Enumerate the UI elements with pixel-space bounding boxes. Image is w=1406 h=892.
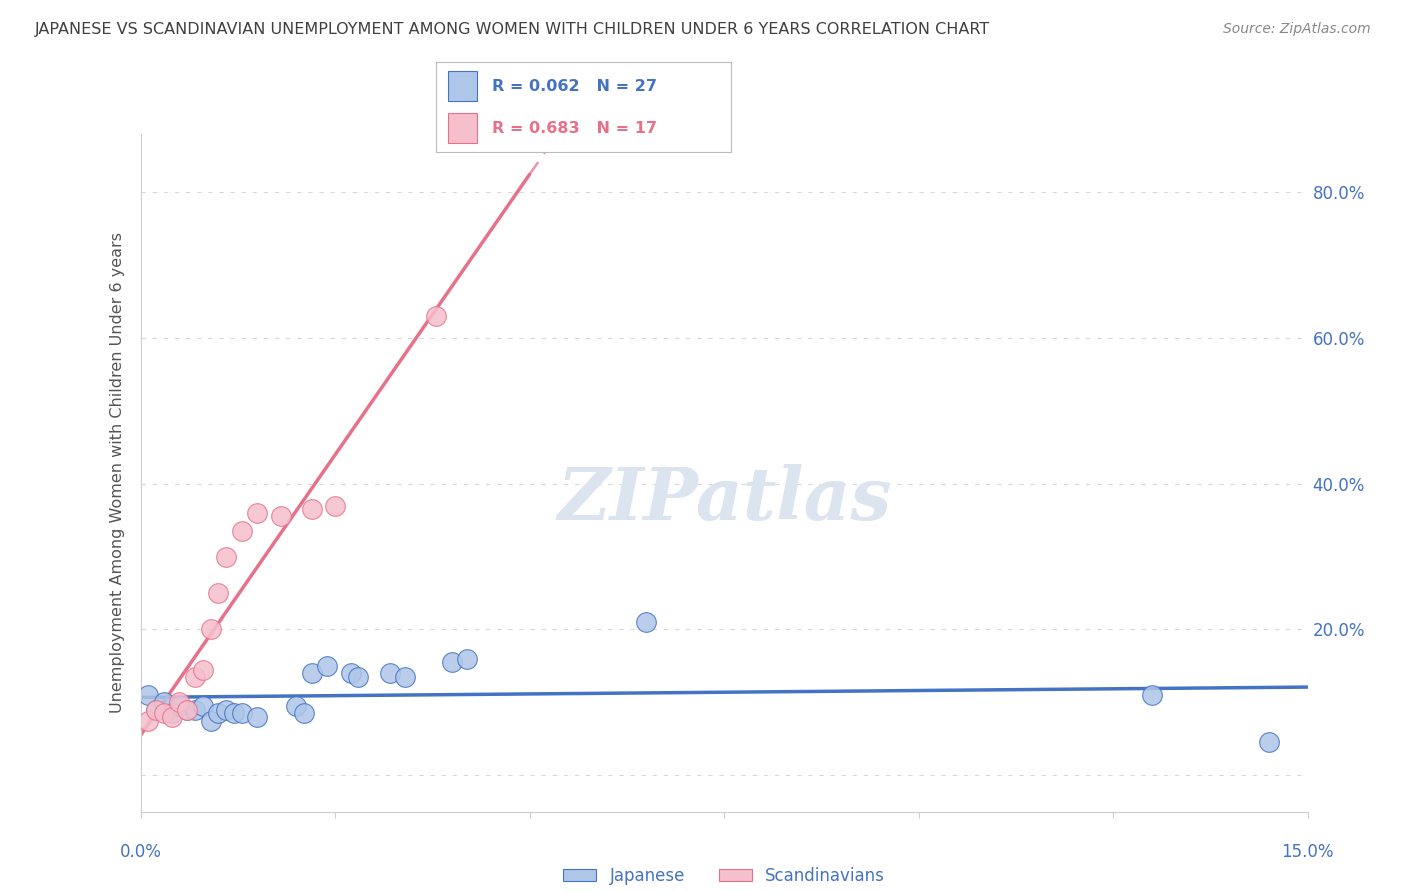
Point (145, 703, 167, 717)
Point (176, 703, 198, 717)
Point (153, 695, 176, 709)
Point (184, 670, 207, 684)
Point (246, 710, 269, 724)
Point (231, 706, 253, 721)
Point (301, 502, 323, 516)
Point (169, 699, 191, 714)
Point (145, 703, 167, 717)
Point (316, 659, 339, 673)
Text: 0.0%: 0.0% (120, 843, 162, 861)
Point (222, 706, 245, 721)
Bar (447, 71, 477, 101)
Y-axis label: Unemployment Among Women with Children Under 6 years: Unemployment Among Women with Children U… (110, 232, 125, 714)
Point (292, 706, 315, 721)
Point (191, 699, 214, 714)
Point (200, 714, 222, 728)
Point (169, 695, 191, 709)
Point (394, 670, 416, 684)
Text: ZIPatlas: ZIPatlas (557, 465, 891, 535)
Text: Source: ZipAtlas.com: Source: ZipAtlas.com (1223, 22, 1371, 37)
Point (207, 586, 229, 600)
Legend: Japanese, Scandinavians: Japanese, Scandinavians (557, 860, 891, 891)
Point (207, 706, 229, 721)
Point (160, 706, 183, 721)
Point (440, 655, 463, 669)
Text: 15.0%: 15.0% (1281, 843, 1334, 861)
Point (425, 309, 447, 323)
Point (153, 706, 176, 721)
Point (636, 615, 658, 630)
Point (138, 688, 160, 702)
Point (160, 710, 183, 724)
Text: R = 0.683   N = 17: R = 0.683 N = 17 (492, 121, 657, 136)
Point (176, 703, 198, 717)
Text: JAPANESE VS SCANDINAVIAN UNEMPLOYMENT AMONG WOMEN WITH CHILDREN UNDER 6 YEARS CO: JAPANESE VS SCANDINAVIAN UNEMPLOYMENT AM… (35, 22, 990, 37)
Point (339, 666, 361, 681)
Point (1257, 735, 1279, 749)
Point (1140, 688, 1163, 702)
Point (184, 703, 207, 717)
Point (323, 499, 346, 513)
Point (347, 670, 370, 684)
Point (215, 549, 238, 564)
Point (215, 703, 238, 717)
Point (191, 663, 214, 677)
Point (200, 623, 222, 637)
Text: R = 0.062   N = 27: R = 0.062 N = 27 (492, 79, 657, 94)
Point (285, 699, 308, 714)
Point (378, 666, 401, 681)
Point (138, 714, 160, 728)
Bar (447, 113, 477, 143)
Point (270, 509, 292, 524)
Point (231, 524, 253, 538)
Point (246, 506, 269, 520)
Point (456, 651, 478, 665)
Point (301, 666, 323, 681)
